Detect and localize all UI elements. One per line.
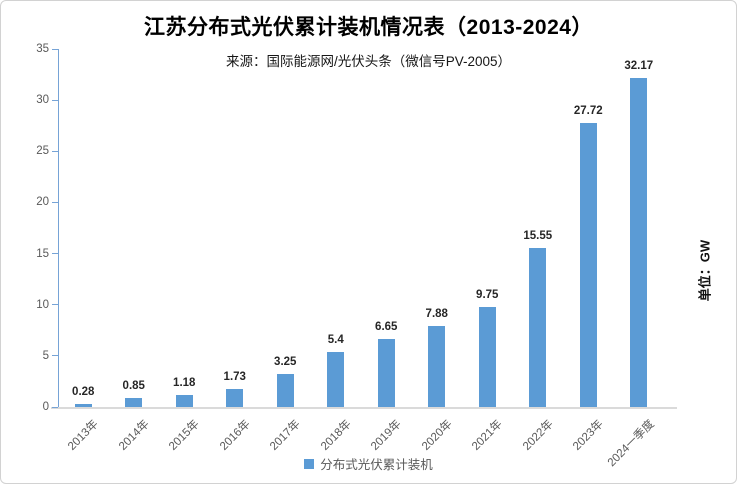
- bar: [529, 247, 547, 407]
- y-tick-label: 35: [36, 43, 49, 55]
- x-category-label: 2013年: [66, 418, 101, 453]
- bar-value-label: 1.18: [173, 376, 196, 389]
- x-category-label: 2022年: [520, 418, 556, 453]
- bar-value-label: 32.17: [624, 59, 654, 72]
- y-axis-tick: [52, 304, 58, 306]
- y-tick-label: 0: [42, 401, 49, 413]
- bar: [226, 389, 244, 407]
- bar: [428, 326, 446, 407]
- x-category-label: 2023年: [571, 418, 606, 453]
- y-axis-tick: [52, 406, 58, 408]
- y-tick-label: 15: [36, 247, 49, 260]
- plot-area: 0 5 10 15 20 25 30 35 0.28 2013年 0.85 2014年 1.18 2015…: [36, 43, 664, 469]
- legend: 分布式光伏累计装机: [1, 454, 736, 473]
- bar: [630, 77, 648, 407]
- legend-swatch-icon: [304, 458, 315, 469]
- y-axis-line: [58, 49, 59, 407]
- bar-value-label: 7.88: [425, 308, 448, 321]
- chart-subtitle: 来源：国际能源网/光伏头条（微信号PV-2005）: [225, 54, 512, 69]
- bar-value-label: 15.55: [523, 229, 553, 242]
- x-category-label: 2018年: [318, 418, 354, 453]
- bar-value-label: 6.65: [375, 320, 398, 333]
- y-axis-tick: [52, 99, 58, 101]
- x-category-label: 2016年: [217, 418, 253, 453]
- y-axis-tick: [52, 150, 58, 152]
- x-axis-line: [51, 407, 677, 409]
- bar-value-label: 0.28: [72, 386, 95, 399]
- legend-label: 分布式光伏累计装机: [320, 458, 433, 472]
- bar: [276, 373, 294, 407]
- y-tick-label: 5: [42, 349, 49, 362]
- bar-value-label: 3.25: [274, 355, 297, 368]
- bar: [125, 398, 143, 407]
- x-category-label: 2015年: [167, 418, 202, 453]
- bar: [327, 351, 345, 407]
- y-axis-tick: [52, 48, 58, 50]
- y-axis-tick: [52, 253, 58, 255]
- x-category-label: 2021年: [470, 418, 505, 453]
- bar: [175, 394, 193, 407]
- y-tick-label: 30: [36, 94, 49, 107]
- y-axis-tick: [52, 201, 58, 203]
- x-category-label: 2020年: [419, 418, 455, 453]
- bar: [377, 338, 395, 407]
- y-axis-tick: [52, 355, 58, 357]
- x-category-label: 2014年: [116, 418, 152, 453]
- bar-value-label: 1.73: [223, 371, 246, 384]
- unit-label: 单位：GW: [697, 239, 713, 302]
- bar-value-label: 9.75: [476, 289, 499, 302]
- y-tick-label: 10: [36, 298, 49, 311]
- x-category-label: 2017年: [268, 418, 303, 453]
- y-tick-label: 25: [36, 145, 49, 158]
- x-category-label: 2019年: [369, 418, 404, 453]
- bar-value-label: 5.4: [327, 333, 344, 346]
- bar-value-label: 27.72: [573, 105, 603, 118]
- bar-value-label: 0.85: [122, 380, 145, 393]
- bar: [478, 307, 496, 407]
- y-tick-label: 20: [36, 196, 49, 209]
- bar: [579, 123, 597, 407]
- chart-title: 江苏分布式光伏累计装机情况表（2013-2024）: [144, 16, 593, 39]
- bar: [74, 404, 92, 407]
